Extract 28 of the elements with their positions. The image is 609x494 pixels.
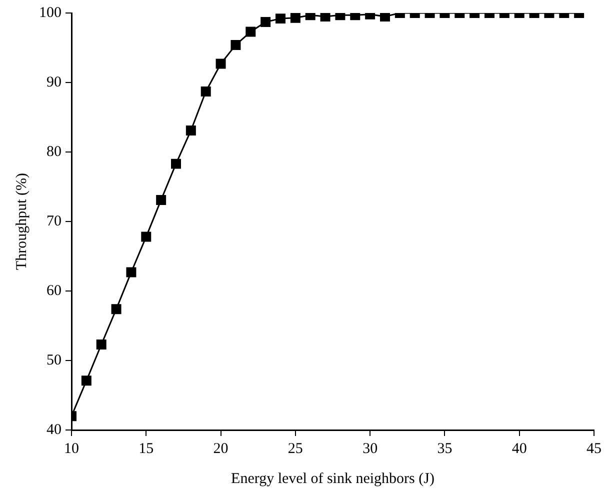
y-axis-title: Throughput (%) xyxy=(14,172,30,270)
y-tick-label: 60 xyxy=(46,282,62,299)
x-tick-label: 20 xyxy=(213,440,228,457)
y-tick-label: 70 xyxy=(46,213,62,230)
point xyxy=(200,86,211,97)
y-tick-label: 40 xyxy=(46,422,62,438)
x-tick-label: 25 xyxy=(288,440,303,457)
x-tick-label: 35 xyxy=(437,440,452,457)
point xyxy=(126,267,136,278)
x-tick-label: 10 xyxy=(64,440,79,457)
point xyxy=(171,158,181,169)
y-tick-label: 80 xyxy=(46,144,62,160)
point xyxy=(111,304,122,314)
x-tick-label: 40 xyxy=(512,440,527,457)
point xyxy=(96,340,106,350)
point xyxy=(141,232,152,242)
y-tick-label: 50 xyxy=(46,352,62,368)
x-tick-label: 15 xyxy=(138,440,154,457)
x-axis-title: Energy level of sink neighbors (J) xyxy=(231,470,434,487)
point xyxy=(380,13,390,22)
x-tick-label: 30 xyxy=(362,440,378,457)
y-tick-label: 90 xyxy=(46,74,62,90)
point xyxy=(320,13,330,22)
x-tick-label: 45 xyxy=(586,440,602,457)
point xyxy=(186,125,196,136)
y-tick-label: 100 xyxy=(39,4,62,21)
point xyxy=(156,194,166,205)
point xyxy=(81,376,92,386)
